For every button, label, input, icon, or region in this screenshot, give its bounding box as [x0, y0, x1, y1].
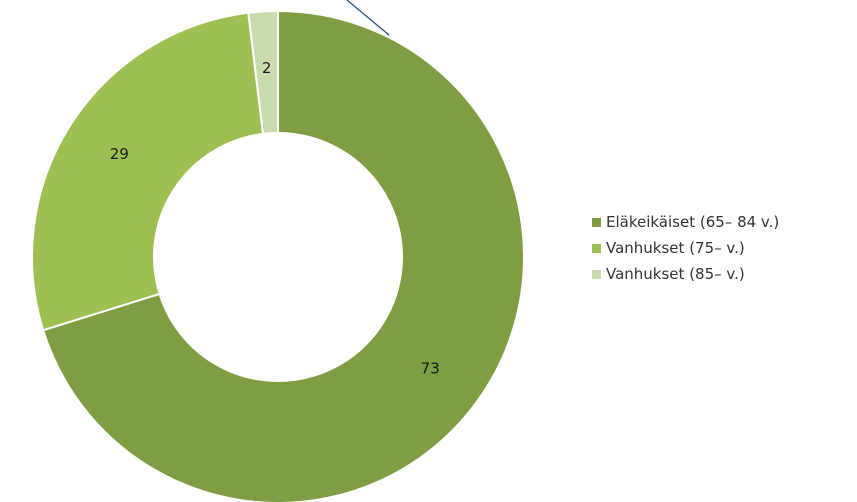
donut-slice [247, 9, 279, 136]
legend-item: Vanhukset (85– v.) [592, 261, 779, 287]
data-label: 73 [421, 360, 440, 378]
legend-label: Vanhukset (75– v.) [606, 239, 745, 257]
legend-item: Eläkeikäiset (65– 84 v.) [592, 209, 779, 235]
donut-slice [31, 11, 265, 332]
data-label: 29 [110, 145, 129, 163]
slices-layer [31, 9, 525, 502]
legend-label: Vanhukset (85– v.) [606, 265, 745, 283]
legend-swatch [592, 243, 601, 253]
legend-label: Eläkeikäiset (65– 84 v.) [606, 213, 780, 231]
donut-slice [41, 9, 525, 502]
data-label: 2 [262, 59, 272, 77]
legend-swatch [592, 217, 601, 227]
legend: Eläkeikäiset (65– 84 v.) Vanhukset (75– … [592, 209, 779, 287]
data-labels-layer: 73 29 2 [110, 59, 440, 378]
legend-swatch [592, 269, 601, 279]
callout-line [346, 0, 390, 36]
legend-item: Vanhukset (75– v.) [592, 235, 779, 261]
